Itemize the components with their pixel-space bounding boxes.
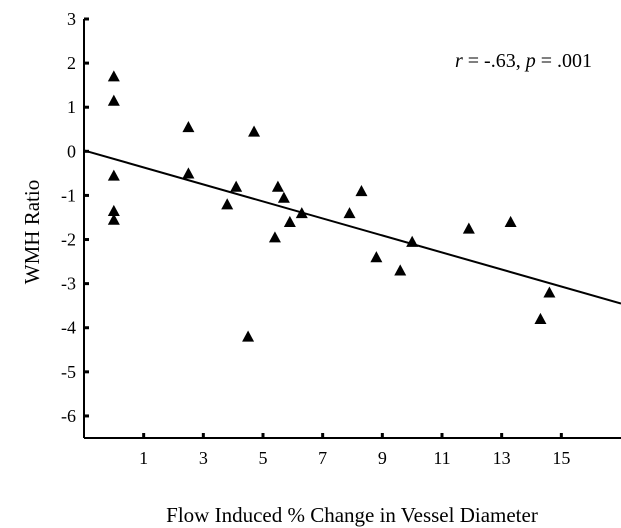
data-point-triangle <box>107 169 120 181</box>
data-point-triangle <box>230 180 243 192</box>
data-point-triangle <box>370 251 383 263</box>
data-point-triangle <box>248 125 261 137</box>
data-points <box>107 70 556 342</box>
r-value: = -.63, <box>463 50 526 72</box>
y-axis-title: WMH Ratio <box>20 180 44 284</box>
data-point-triangle <box>543 286 556 298</box>
x-tick-label: 15 <box>552 448 570 468</box>
y-tick-label: -4 <box>61 318 76 338</box>
data-point-triangle <box>182 121 195 133</box>
y-tick-label: 2 <box>67 53 76 73</box>
y-tick-label: 0 <box>67 141 76 161</box>
data-point-triangle <box>355 185 368 197</box>
y-tick-label: -2 <box>61 230 76 250</box>
y-tick-label: -5 <box>61 362 76 382</box>
p-symbol: p <box>524 50 536 72</box>
x-tick-label: 9 <box>378 448 387 468</box>
x-tick-label: 11 <box>433 448 450 468</box>
data-point-triangle <box>394 264 407 276</box>
data-point-triangle <box>462 222 475 234</box>
data-point-triangle <box>107 70 120 82</box>
data-point-triangle <box>271 180 284 192</box>
data-point-triangle <box>107 204 120 216</box>
x-axis-title: Flow Induced % Change in Vessel Diameter <box>166 503 538 527</box>
x-tick-label: 3 <box>199 448 208 468</box>
r-symbol: r <box>455 50 463 72</box>
data-point-triangle <box>107 213 120 225</box>
x-tick-label: 13 <box>493 448 511 468</box>
x-tick-label: 7 <box>318 448 327 468</box>
x-tick-label: 1 <box>139 448 148 468</box>
x-tick-label: 5 <box>259 448 268 468</box>
x-axis-ticks: 1 3 5 7 9 11 13 15 <box>139 433 570 468</box>
y-tick-label: -1 <box>61 185 76 205</box>
axes <box>83 19 621 439</box>
data-point-triangle <box>283 215 296 227</box>
data-point-triangle <box>107 94 120 106</box>
data-point-triangle <box>182 167 195 179</box>
data-point-triangle <box>268 231 281 243</box>
y-tick-label: -6 <box>61 406 76 426</box>
p-value: = .001 <box>536 50 592 72</box>
data-point-triangle <box>343 207 356 219</box>
y-tick-label: 3 <box>67 9 76 29</box>
y-axis-ticks: 3 2 1 0 -1 -2 -3 -4 -5 -6 <box>61 9 89 426</box>
y-tick-label: -3 <box>61 274 76 294</box>
data-point-triangle <box>534 312 547 325</box>
data-point-triangle <box>242 330 255 342</box>
data-point-triangle <box>295 207 308 219</box>
data-point-triangle <box>277 191 290 203</box>
data-point-triangle <box>504 215 517 227</box>
regression-line <box>83 149 621 305</box>
y-tick-label: 1 <box>67 97 76 117</box>
data-point-triangle <box>406 235 419 247</box>
correlation-annotation: r = -.63, p = .001 <box>455 50 592 72</box>
data-point-triangle <box>221 198 234 210</box>
